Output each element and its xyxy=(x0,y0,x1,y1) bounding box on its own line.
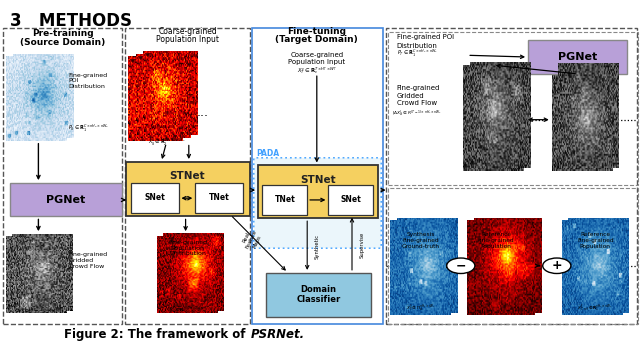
Text: TNet: TNet xyxy=(209,194,230,202)
Text: $\hat{X}_T^f \in \Pi_d^{nH_T \times nW_T}$: $\hat{X}_T^f \in \Pi_d^{nH_T \times nW_T… xyxy=(406,302,436,313)
Text: SNet: SNet xyxy=(340,195,361,204)
Bar xyxy=(262,185,307,215)
Text: Supervise: Supervise xyxy=(360,232,365,258)
Text: Coarse-grained: Coarse-grained xyxy=(158,27,217,36)
Text: 3   METHODS: 3 METHODS xyxy=(10,12,132,30)
Text: $|\Delta X_d^l \in R^{(T-1) \times nH_T \times nW_T}$: $|\Delta X_d^l \in R^{(T-1) \times nH_T … xyxy=(392,108,442,119)
Text: (Source Domain): (Source Domain) xyxy=(20,38,106,48)
Text: STNet: STNet xyxy=(300,175,336,184)
Text: Coarse-grained: Coarse-grained xyxy=(290,51,344,58)
Text: $P_T \in \mathbf{R}_1^{C \times nH_T \times nW_T}$: $P_T \in \mathbf{R}_1^{C \times nH_T \ti… xyxy=(397,48,438,59)
Text: Fine-grained
POI
Distribution: Fine-grained POI Distribution xyxy=(68,73,108,89)
Bar xyxy=(131,183,179,213)
Text: −: − xyxy=(456,259,466,272)
Text: Domain
Classifier: Domain Classifier xyxy=(296,285,340,304)
Bar xyxy=(125,28,250,324)
Text: $\Delta \hat{X}_S^l \in R^{(T-1) \times nH_S \times nW_S}$: $\Delta \hat{X}_S^l \in R^{(T-1) \times … xyxy=(15,306,61,317)
Text: +: + xyxy=(552,259,562,272)
Text: $X_T^c \in \mathbf{R}_c^{T \times H_T \times W_T}$: $X_T^c \in \mathbf{R}_c^{T \times H_T \t… xyxy=(297,65,337,76)
Text: ...: ... xyxy=(196,106,208,119)
Text: $X_S^l \in \mathbf{R}_2^{C \times H_S \times W_S}$: $X_S^l \in \mathbf{R}_2^{C \times H_S \t… xyxy=(148,137,185,148)
Circle shape xyxy=(447,258,475,274)
Bar xyxy=(388,32,638,185)
Bar xyxy=(126,162,250,216)
Bar xyxy=(254,158,381,248)
Text: Reference
Fine-grained
Population: Reference Fine-grained Population xyxy=(577,232,614,249)
Text: PGNet: PGNet xyxy=(46,195,85,205)
Text: Figure 2: The framework of: Figure 2: The framework of xyxy=(64,328,250,341)
Bar xyxy=(266,273,371,317)
Text: Fine-grained
Population
Distribution: Fine-grained Population Distribution xyxy=(168,240,207,257)
Bar xyxy=(10,183,122,216)
Bar xyxy=(528,40,627,74)
Bar xyxy=(3,28,122,324)
Text: PADA: PADA xyxy=(256,149,279,158)
Bar xyxy=(195,183,243,213)
Bar xyxy=(328,185,373,215)
Text: $X_S^f \in \mathbf{R}_1^{nH_S \times nW_S / y_S}$: $X_S^f \in \mathbf{R}_1^{nH_S \times nW_… xyxy=(170,305,205,316)
Text: Synthetic: Synthetic xyxy=(314,234,319,259)
Text: Reference
Fine-grained
Population: Reference Fine-grained Population xyxy=(477,232,515,249)
Text: STNet: STNet xyxy=(170,171,205,181)
Bar xyxy=(254,158,381,248)
Text: SNet: SNet xyxy=(144,194,165,202)
Text: (Target Domain): (Target Domain) xyxy=(275,35,358,44)
Text: PSRNet.: PSRNet. xyxy=(251,328,305,341)
Text: $\hat{X}_{T,ref}^f \in \mathbf{R}_1^{nH_T \times nW_T}$: $\hat{X}_{T,ref}^f \in \mathbf{R}_1^{nH_… xyxy=(577,302,613,313)
Text: Population Input: Population Input xyxy=(156,35,219,44)
Text: Distribution: Distribution xyxy=(397,43,438,49)
Text: Pre-training: Pre-training xyxy=(32,29,93,38)
Text: Fine-tuning: Fine-tuning xyxy=(287,27,346,36)
Text: PGNet: PGNet xyxy=(558,52,597,62)
Text: Fine-grained
Gridded
Crowd Flow: Fine-grained Gridded Crowd Flow xyxy=(68,252,108,269)
Text: Crowd Flow: Crowd Flow xyxy=(397,100,437,107)
Bar xyxy=(258,165,378,218)
Text: TNet: TNet xyxy=(275,195,295,204)
Bar xyxy=(388,188,638,324)
Circle shape xyxy=(543,258,571,274)
Text: Synthesis
Fine-grained
Ground-truth: Synthesis Fine-grained Ground-truth xyxy=(402,232,440,249)
Text: Fine-grained: Fine-grained xyxy=(397,85,440,91)
Text: Fine-grained POI: Fine-grained POI xyxy=(397,34,454,40)
Text: Population Input: Population Input xyxy=(288,58,346,65)
Bar xyxy=(252,28,383,324)
Text: Real
Feature
Maps: Real Feature Maps xyxy=(240,227,263,252)
Bar xyxy=(386,28,637,324)
Text: $P_S \in \mathbf{R}_1^{C \times nH_S \times nW_S}$: $P_S \in \mathbf{R}_1^{C \times nH_S \ti… xyxy=(68,123,110,134)
Text: Gridded: Gridded xyxy=(397,93,424,99)
